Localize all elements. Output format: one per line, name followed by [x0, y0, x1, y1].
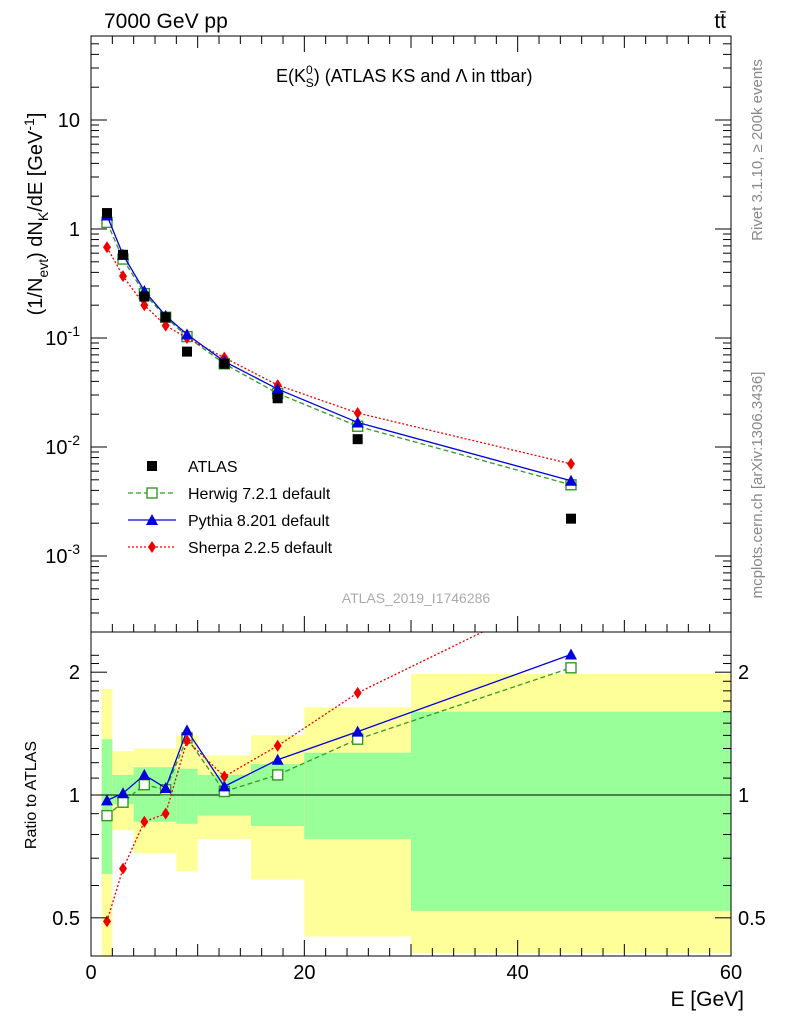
ratio-series — [101, 632, 577, 928]
ratio-pythia-8-201-default-point — [159, 782, 172, 794]
y-tick-label: 10-2 — [45, 432, 80, 459]
y-tick-label: 10-1 — [45, 323, 80, 350]
sherpa-2-2-5-default-point — [119, 270, 127, 283]
ratio-ticks: 0.5 0.51 12 20 20 40 60 — [52, 654, 766, 984]
ratio-sherpa-2-2-5-default-point — [273, 739, 282, 752]
process-label: tt̄ — [714, 10, 726, 33]
ratio-y-tick-label-right: 0.5 — [738, 908, 766, 930]
ratio-sherpa-2-2-5-default-point — [220, 770, 229, 783]
uncertainty-bands — [101, 673, 731, 956]
x-tick-label: 40 — [507, 962, 529, 984]
ratio-pythia-8-201-default-point — [565, 648, 577, 660]
ratio-sherpa-2-2-5-default-point — [353, 686, 362, 699]
rivet-label: Rivet 3.1.10, ≥ 200k events — [749, 59, 766, 241]
ratio-sherpa-2-2-5-default-point — [140, 815, 149, 828]
sherpa-2-2-5-default-line — [106, 246, 572, 465]
ratio-pythia-8-201-default-point — [351, 725, 364, 737]
sherpa-2-2-5-default-point — [161, 319, 170, 332]
inner-band — [176, 768, 198, 824]
ratio-herwig-7-2-1-default-point — [101, 809, 113, 822]
ratio-pythia-8-201-default-point — [117, 787, 129, 799]
atlas-point — [102, 208, 112, 219]
legend-label-atlas: ATLAS — [188, 459, 238, 476]
legend-label-sherpa-2-2-5-default: Sherpa 2.2.5 default — [188, 540, 333, 557]
sherpa-2-2-5-default-point — [567, 457, 575, 470]
inner-band — [304, 752, 411, 840]
ratio-sherpa-2-2-5-default-point — [161, 807, 170, 820]
pythia-8-201-default-point — [271, 383, 284, 395]
main-ticks: 10-3 10-2 10-1 1 10 — [45, 36, 732, 632]
sherpa-2-2-5-default-point — [353, 407, 362, 420]
legend-marker-sherpa-2-2-5-default — [148, 541, 156, 553]
inner-band — [101, 739, 113, 875]
x-tick-label: 20 — [293, 962, 315, 984]
legend-marker-atlas — [147, 461, 157, 471]
pythia-8-201-default-point — [565, 474, 577, 486]
ratio-herwig-7-2-1-default-line — [106, 667, 572, 817]
atlas-point — [160, 312, 171, 323]
legend: ATLAS Herwig 7.2.1 default Pythia 8.201 de… — [128, 459, 333, 557]
pythia-8-201-default-point — [351, 416, 364, 428]
main-panel: 10-3 10-2 10-1 1 10 E(K0 S) (ATLAS KS and Λ i… — [21, 35, 732, 633]
ratio-pythia-8-201-default-point — [138, 768, 151, 780]
sherpa-2-2-5-default-point — [103, 241, 111, 254]
ratio-panel: 0.5 0.51 12 20 20 40 60 Ratio to ATLAS E [GeV] — [23, 631, 766, 1011]
x-tick-label: 60 — [720, 962, 742, 984]
atlas-point — [272, 393, 283, 404]
ratio-sherpa-2-2-5-default-point — [183, 734, 191, 747]
legend-label-pythia-8-201-default: Pythia 8.201 default — [188, 513, 330, 530]
sherpa-2-2-5-default-point — [140, 299, 149, 312]
atlas-point — [139, 291, 150, 302]
ratio-sherpa-2-2-5-default-point — [119, 862, 127, 875]
mcplots-label: mcplots.cern.ch [arXiv:1306.3436] — [749, 372, 766, 599]
ratio-herwig-7-2-1-default-point — [117, 796, 129, 808]
ratio-y-tick-label: 2 — [69, 662, 80, 684]
y-tick-label: 10-3 — [45, 541, 80, 568]
x-axis-label: E [GeV] — [670, 988, 744, 1011]
atlas-point — [182, 346, 192, 357]
ratio-y-tick-label: 0.5 — [52, 908, 80, 930]
ratio-y-axis-label: Ratio to ATLAS — [23, 741, 40, 849]
y-tick-label: 10 — [58, 110, 80, 132]
herwig-7-2-1-default-line — [106, 222, 572, 486]
x-tick-label: 0 — [85, 962, 96, 984]
ratio-herwig-7-2-1-default-point — [271, 769, 284, 781]
ratio-pythia-8-201-default-point — [271, 753, 284, 765]
ratio-pythia-8-201-default-point — [181, 724, 193, 736]
ratio-sherpa-2-2-5-default-point — [103, 915, 111, 928]
watermark: ATLAS_2019_I1746286 — [342, 590, 491, 606]
pythia-8-201-default-point — [181, 328, 193, 340]
ratio-herwig-7-2-1-default-point — [138, 778, 151, 791]
ratio-y-tick-label-right: 2 — [738, 662, 749, 684]
atlas-point — [566, 513, 576, 524]
legend-label-herwig-7-2-1-default: Herwig 7.2.1 default — [188, 486, 331, 503]
y-tick-label: 1 — [69, 219, 80, 241]
legend-marker-pythia-8-201-default — [146, 514, 158, 525]
energy-label: 7000 GeV pp — [104, 10, 228, 33]
legend-marker-herwig-7-2-1-default — [146, 487, 158, 499]
pythia-8-201-default-line — [106, 215, 572, 482]
ratio-herwig-7-2-1-default-point — [565, 662, 577, 674]
ratio-y-tick-label: 1 — [69, 785, 80, 807]
inner-band — [411, 711, 731, 911]
ratio-pythia-8-201-default-point — [218, 780, 231, 792]
main-title: E(K0 S) (ATLAS KS and Λ in ttbar) — [276, 63, 533, 90]
ratio-y-tick-label-right: 1 — [738, 785, 749, 807]
ratio-pythia-8-201-default-point — [101, 794, 113, 806]
atlas-point — [118, 249, 128, 260]
atlas-point — [352, 434, 363, 445]
main-series — [101, 208, 577, 524]
atlas-point — [219, 358, 230, 369]
main-y-axis-label: (1/Nevt) dNK/dE [GeV-1] — [21, 113, 51, 316]
